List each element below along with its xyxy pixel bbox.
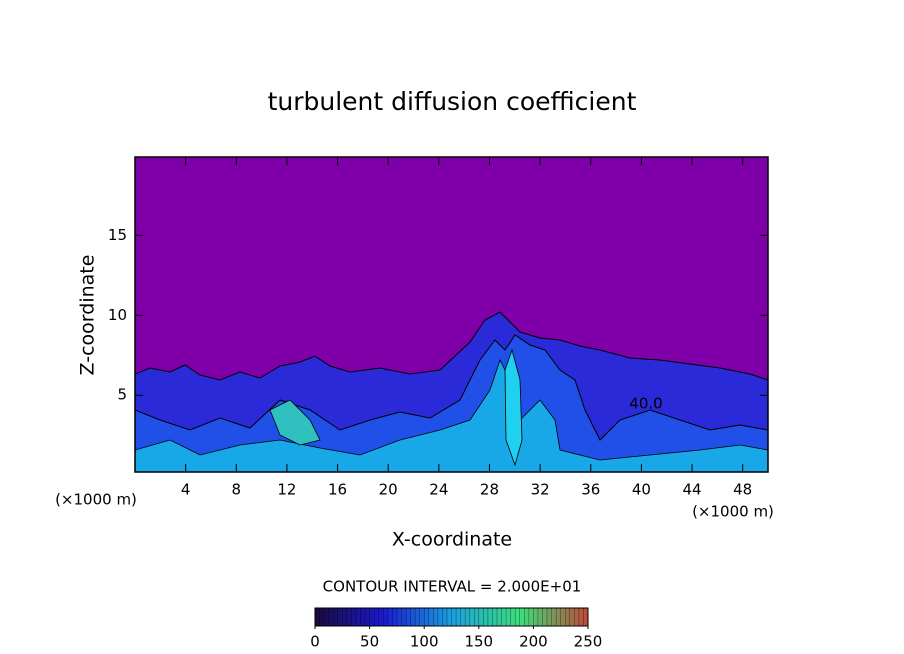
x-tick-label: 28 (480, 481, 499, 499)
plume (504, 348, 523, 467)
plot-area: 40.0 (134, 156, 769, 473)
field (135, 311, 768, 472)
x-unit-label: (×1000 m) (692, 503, 774, 521)
x-tick-label: 12 (277, 481, 296, 499)
x-tick-label: 36 (581, 481, 600, 499)
contour-label: 40.0 (629, 395, 662, 413)
x-tick-label: 40 (632, 481, 651, 499)
x-tick-label: 4 (181, 481, 191, 499)
x-axis-label: X-coordinate (392, 529, 512, 551)
x-tick-label: 8 (232, 481, 242, 499)
x-tick-label: 32 (531, 481, 550, 499)
x-tick-label: 20 (379, 481, 398, 499)
colorbar-tick-label: 0 (310, 633, 320, 651)
colorbar-tick-label: 200 (519, 633, 548, 651)
y-tick-label: 10 (108, 306, 127, 324)
colorbar-tick-label: 150 (464, 633, 493, 651)
y-tick-label: 5 (117, 386, 127, 404)
plot-frame (134, 156, 769, 473)
x-tick-label: 24 (429, 481, 448, 499)
chart-title: turbulent diffusion coefficient (268, 87, 637, 116)
x-tick-label: 48 (733, 481, 752, 499)
x-tick-label: 44 (682, 481, 701, 499)
colorbar-tick-label: 250 (574, 633, 603, 651)
patch (269, 399, 321, 446)
x-tick-label: 16 (328, 481, 347, 499)
y-tick-label: 15 (108, 226, 127, 244)
colorbar-tick-label: 50 (360, 633, 379, 651)
colorbar-tick-label: 100 (410, 633, 439, 651)
y-axis-label: Z-coordinate (77, 255, 99, 376)
x-unit-label: (×1000 m) (55, 491, 137, 509)
contour-interval: CONTOUR INTERVAL = 2.000E+01 (323, 578, 582, 596)
